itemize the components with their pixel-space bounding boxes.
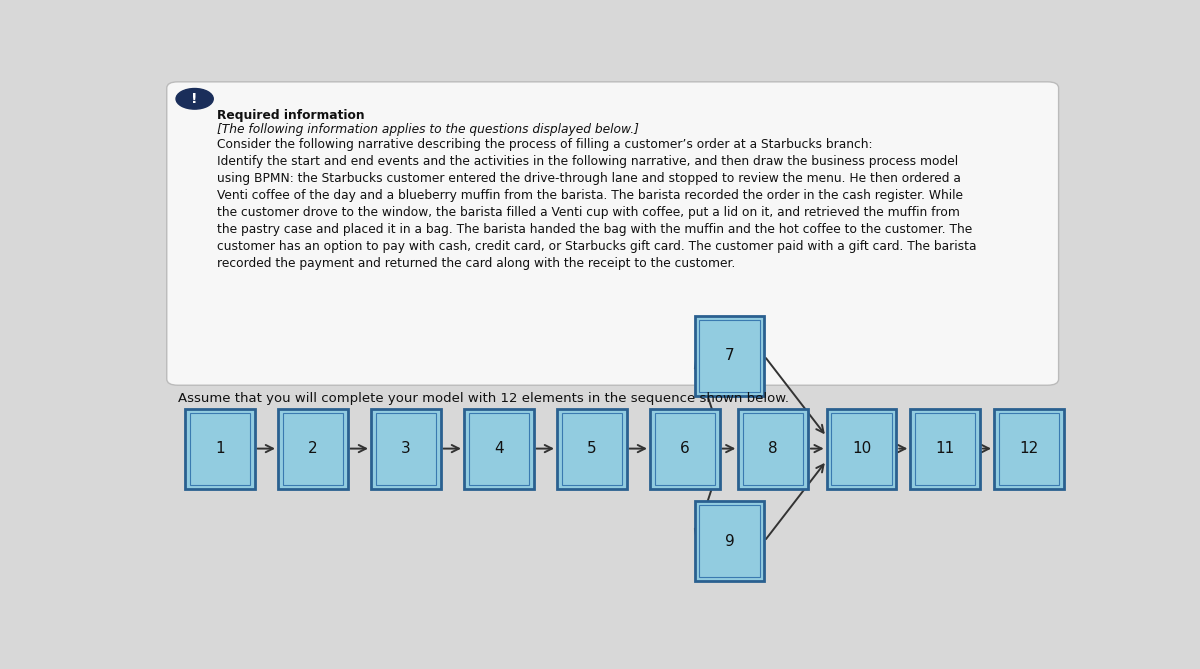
Text: 12: 12 [1019,441,1038,456]
Bar [464,409,534,488]
Bar [185,409,254,488]
Bar [371,409,440,488]
Text: 2: 2 [308,441,318,456]
Bar [695,316,764,396]
Bar [282,413,343,484]
Text: Identify the start and end events and the activities in the following narrative,: Identify the start and end events and th… [217,155,958,168]
Bar [190,413,250,484]
Text: 6: 6 [680,441,690,456]
Bar [700,505,760,577]
Text: 10: 10 [852,441,871,456]
Bar [376,413,436,484]
Text: 1: 1 [215,441,224,456]
Text: using BPMN: the Starbucks customer entered the drive-through lane and stopped to: using BPMN: the Starbucks customer enter… [217,172,961,185]
Text: 5: 5 [587,441,596,456]
Bar [654,413,715,484]
Text: recorded the payment and returned the card along with the receipt to the custome: recorded the payment and returned the ca… [217,257,736,270]
Text: Assume that you will complete your model with 12 elements in the sequence shown : Assume that you will complete your model… [178,392,788,405]
Bar [738,409,808,488]
Text: 3: 3 [401,441,410,456]
Bar [557,409,626,488]
Bar [914,413,976,484]
Circle shape [176,88,214,109]
Bar [562,413,622,484]
Bar [650,409,720,488]
Bar [832,413,892,484]
Bar [994,409,1063,488]
Text: 7: 7 [725,349,734,363]
Bar [998,413,1060,484]
Text: 4: 4 [494,441,504,456]
Bar [468,413,529,484]
Text: Venti coffee of the day and a blueberry muffin from the barista. The barista rec: Venti coffee of the day and a blueberry … [217,189,962,202]
Text: the pastry case and placed it in a bag. The barista handed the bag with the muff: the pastry case and placed it in a bag. … [217,223,972,236]
Text: [The following information applies to the questions displayed below.]: [The following information applies to th… [217,122,638,136]
Text: Required information: Required information [217,108,365,122]
Text: 11: 11 [936,441,955,456]
Text: customer has an option to pay with cash, credit card, or Starbucks gift card. Th: customer has an option to pay with cash,… [217,240,977,253]
FancyBboxPatch shape [167,82,1058,385]
Bar [700,320,760,392]
Bar [278,409,348,488]
Text: Consider the following narrative describing the process of filling a customer’s : Consider the following narrative describ… [217,138,872,151]
Text: 8: 8 [768,441,778,456]
Text: !: ! [191,92,198,106]
Text: the customer drove to the window, the barista filled a Venti cup with coffee, pu: the customer drove to the window, the ba… [217,206,960,219]
Bar [911,409,980,488]
Text: 9: 9 [725,534,734,549]
Bar [743,413,803,484]
Bar [695,501,764,581]
Bar [827,409,896,488]
